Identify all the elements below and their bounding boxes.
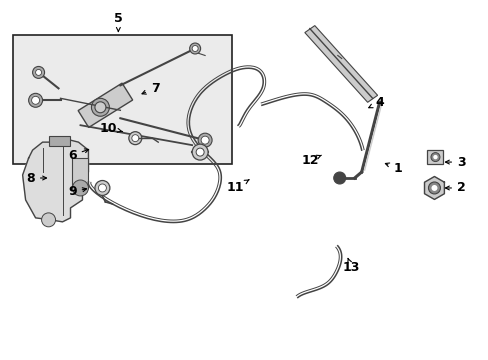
Circle shape xyxy=(128,132,142,145)
Text: 8: 8 xyxy=(26,171,46,185)
Polygon shape xyxy=(78,83,132,127)
Text: 10: 10 xyxy=(100,122,122,135)
Circle shape xyxy=(95,102,106,113)
Text: 13: 13 xyxy=(342,258,360,274)
Polygon shape xyxy=(22,138,88,222)
Bar xyxy=(427,150,443,164)
Text: 12: 12 xyxy=(301,154,321,167)
Circle shape xyxy=(430,153,439,162)
Circle shape xyxy=(29,93,42,107)
Circle shape xyxy=(32,96,40,104)
Text: 5: 5 xyxy=(114,12,122,31)
Text: 2: 2 xyxy=(445,181,465,194)
Text: 11: 11 xyxy=(226,180,248,194)
Polygon shape xyxy=(304,26,377,102)
Circle shape xyxy=(189,43,200,54)
Text: 1: 1 xyxy=(385,162,401,175)
Circle shape xyxy=(430,185,437,191)
Circle shape xyxy=(95,180,110,195)
Circle shape xyxy=(196,148,203,156)
Circle shape xyxy=(41,213,56,227)
Text: 4: 4 xyxy=(368,96,383,109)
Circle shape xyxy=(333,172,345,184)
Bar xyxy=(72,158,88,188)
Text: 9: 9 xyxy=(68,185,86,198)
Circle shape xyxy=(192,144,208,160)
Circle shape xyxy=(33,67,44,78)
Circle shape xyxy=(132,135,139,141)
Circle shape xyxy=(72,180,88,196)
Circle shape xyxy=(432,155,437,159)
Circle shape xyxy=(192,45,198,51)
Circle shape xyxy=(36,69,41,75)
Polygon shape xyxy=(424,176,444,199)
Text: 3: 3 xyxy=(445,156,465,168)
Circle shape xyxy=(198,133,212,147)
Text: 7: 7 xyxy=(142,82,159,95)
Circle shape xyxy=(91,98,109,116)
Circle shape xyxy=(427,182,440,194)
Text: 6: 6 xyxy=(68,149,88,162)
Circle shape xyxy=(98,184,106,192)
Bar xyxy=(48,136,70,146)
Bar xyxy=(13,35,232,164)
Circle shape xyxy=(201,136,209,144)
